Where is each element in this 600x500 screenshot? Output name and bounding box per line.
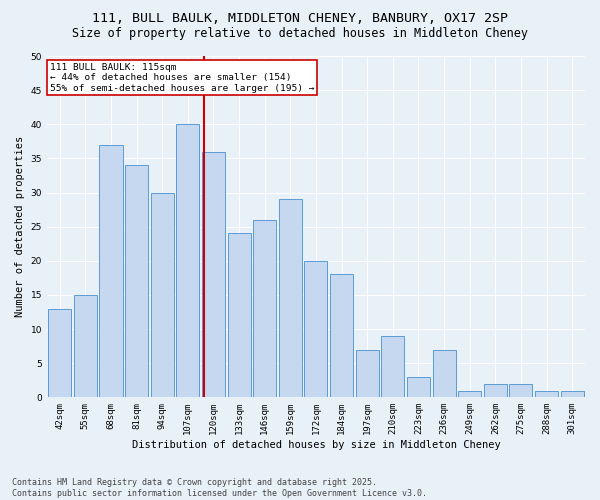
Bar	[48, 308, 71, 398]
Bar	[458, 390, 481, 398]
Bar	[74, 295, 97, 398]
Text: 111 BULL BAULK: 115sqm
← 44% of detached houses are smaller (154)
55% of semi-de: 111 BULL BAULK: 115sqm ← 44% of detached…	[50, 63, 314, 92]
Text: Contains HM Land Registry data © Crown copyright and database right 2025.
Contai: Contains HM Land Registry data © Crown c…	[12, 478, 427, 498]
X-axis label: Distribution of detached houses by size in Middleton Cheney: Distribution of detached houses by size …	[131, 440, 500, 450]
Bar	[356, 350, 379, 398]
Bar	[484, 384, 507, 398]
Bar	[100, 144, 122, 398]
Bar	[381, 336, 404, 398]
Bar	[407, 377, 430, 398]
Bar	[535, 390, 558, 398]
Text: 111, BULL BAULK, MIDDLETON CHENEY, BANBURY, OX17 2SP: 111, BULL BAULK, MIDDLETON CHENEY, BANBU…	[92, 12, 508, 26]
Bar	[253, 220, 276, 398]
Bar	[330, 274, 353, 398]
Bar	[176, 124, 199, 398]
Bar	[509, 384, 532, 398]
Text: Size of property relative to detached houses in Middleton Cheney: Size of property relative to detached ho…	[72, 28, 528, 40]
Bar	[433, 350, 455, 398]
Bar	[304, 261, 328, 398]
Bar	[560, 390, 584, 398]
Bar	[151, 192, 174, 398]
Bar	[279, 200, 302, 398]
Bar	[227, 234, 251, 398]
Bar	[125, 165, 148, 398]
Y-axis label: Number of detached properties: Number of detached properties	[15, 136, 25, 318]
Bar	[202, 152, 225, 398]
